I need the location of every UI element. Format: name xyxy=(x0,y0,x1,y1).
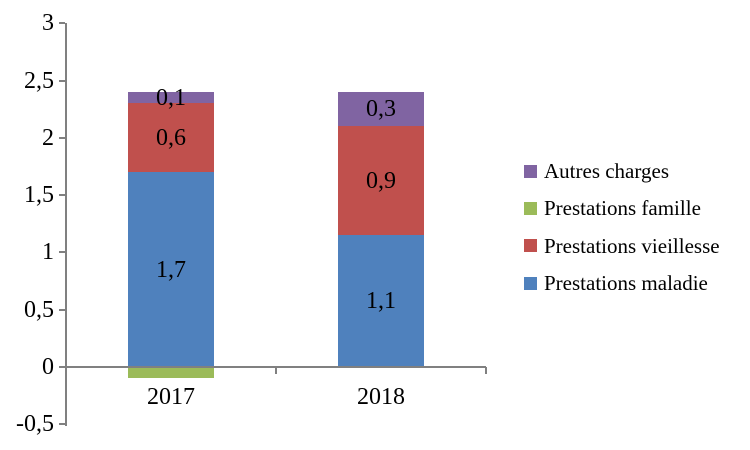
bar-segment-prestations-famille-2017 xyxy=(128,367,214,379)
bar-segment-autres-charges-2017 xyxy=(128,91,214,104)
legend-item: Prestations vieillesse xyxy=(524,233,720,259)
legend-item: Autres charges xyxy=(524,158,669,184)
legend-swatch-prestations-vieillesse xyxy=(524,239,537,253)
y-axis-tick xyxy=(59,136,65,139)
y-axis-tick-label: 2,5 xyxy=(24,67,54,94)
legend-item: Prestations maladie xyxy=(524,270,708,296)
legend: Autres charges Prestations famille Prestat… xyxy=(524,0,750,450)
x-axis-tick xyxy=(275,367,277,374)
legend-label: Autres charges xyxy=(544,159,669,183)
legend-swatch-prestations-famille xyxy=(524,201,537,215)
y-axis-tick-label: 0,5 xyxy=(24,296,54,323)
x-axis-tick xyxy=(485,367,487,374)
bar-value-label: 0,9 xyxy=(366,167,396,194)
y-axis-tick-label: 1,5 xyxy=(24,182,54,209)
bar-value-label: 0,1 xyxy=(156,84,186,111)
legend-label: Prestations maladie xyxy=(544,271,708,296)
x-axis-category-label: 2017 xyxy=(147,384,195,410)
bar-segment-autres-charges-2018 xyxy=(338,91,424,127)
bar-segment-prestations-maladie-2017 xyxy=(128,172,214,367)
bar-segment-prestations-maladie-2018 xyxy=(338,235,424,367)
y-axis-tick xyxy=(59,423,65,426)
bar-value-label: 1,7 xyxy=(156,256,186,283)
y-axis-tick-label: 0 xyxy=(42,354,54,380)
x-axis-category-label: 2018 xyxy=(357,384,405,410)
y-axis-tick xyxy=(59,194,65,197)
y-axis-tick xyxy=(59,22,65,25)
y-axis-tick-label: 3 xyxy=(42,10,54,37)
y-axis-tick xyxy=(59,79,65,82)
legend-label: Prestations vieillesse xyxy=(544,233,720,258)
bar-segment-prestations-vieillesse-2018 xyxy=(338,126,424,236)
bar-value-label: 0,3 xyxy=(366,96,396,123)
y-axis-tick-label: 2 xyxy=(42,124,54,151)
y-axis-tick xyxy=(59,366,65,368)
bar-segment-prestations-vieillesse-2017 xyxy=(128,103,214,173)
bar-value-label: 0,6 xyxy=(156,124,186,151)
y-axis-line xyxy=(65,23,67,427)
y-axis-tick-label: 1 xyxy=(42,239,54,266)
legend-item: Prestations famille xyxy=(524,195,701,221)
legend-label: Prestations famille xyxy=(544,196,701,221)
y-axis-tick-label: -0,5 xyxy=(16,411,54,438)
legend-swatch-prestations-maladie xyxy=(524,276,537,290)
y-axis-tick xyxy=(59,251,65,254)
y-axis-tick xyxy=(59,308,65,311)
legend-swatch-autres-charges xyxy=(524,164,537,178)
bar-value-label: 1,1 xyxy=(366,288,396,315)
